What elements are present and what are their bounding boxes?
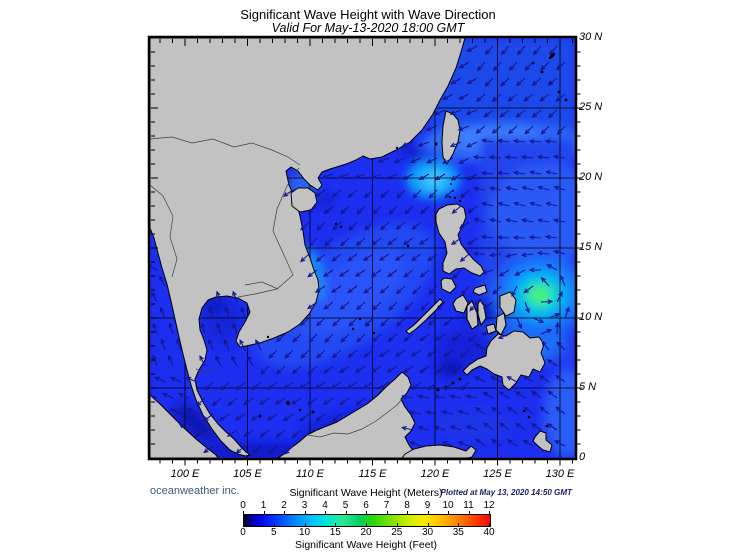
meters-tick-value: 9 [424,500,431,511]
meters-tick-mark [263,511,265,514]
feet-tick-mark [366,523,367,526]
lat-label: 20 N [579,171,603,183]
plotted-timestamp: Plotted at May 13, 2020 14:50 GMT [440,487,572,497]
lat-label: 10 N [579,311,603,323]
mainland-asia [150,38,466,457]
wave-map [147,35,583,466]
meters-tick-mark [448,511,449,514]
lon-label: 110 E [296,468,324,480]
feet-tick-value: 15 [329,527,341,538]
feet-tick-mark [489,523,490,526]
meters-tick-value: 0 [240,500,246,511]
lon-label: 105 E [233,468,262,480]
meters-tick-value: 12 [483,500,495,511]
meters-tick-mark [284,511,285,514]
meters-tick-value: 11 [463,500,474,511]
hainan [290,187,318,213]
meters-tick-mark [407,511,408,514]
feet-tick-value: 0 [240,527,246,538]
legend-colorbar [243,514,491,527]
meters-tick-mark [243,511,244,514]
meters-tick-value: 6 [363,500,369,511]
meters-tick-value: 7 [383,500,390,511]
feet-tick-mark [273,523,275,526]
meters-tick-mark [325,511,326,514]
page-title: Significant Wave Height with Wave Direct… [240,7,496,22]
sumatra [150,394,219,458]
lat-label: 15 N [579,241,603,253]
meters-tick-mark [489,511,490,514]
samar [499,291,517,317]
lon-label: 115 E [358,468,387,480]
meters-tick-mark [304,511,306,514]
meters-tick-value: 2 [281,500,287,511]
feet-tick-mark [427,523,429,526]
meters-tick-mark [345,511,347,514]
meters-tick-value: 3 [301,500,308,511]
meters-tick-value: 5 [342,500,349,511]
feet-tick-value: 30 [421,527,434,538]
lat-label: 5 N [579,381,597,393]
meters-tick-mark [386,511,388,514]
feet-tick-value: 40 [483,527,495,538]
meters-tick-value: 1 [260,500,267,511]
palawan [405,298,444,335]
feet-tick-value: 20 [360,527,372,538]
feet-tick-mark [335,523,337,526]
lon-label: 120 E [420,468,450,480]
meters-tick-value: 10 [442,500,454,511]
legend-feet-label: Significant Wave Height (Feet) [294,539,437,551]
bohol [485,323,497,335]
lon-label: 125 E [483,468,512,480]
negros [466,300,479,330]
lon-label: 100 E [170,468,200,480]
feet-tick-mark [243,523,244,526]
mindanao [462,330,546,391]
feet-tick-mark [304,523,306,526]
country-borders [150,136,404,438]
lon-label: 130 E [545,468,575,480]
masbate [472,284,488,296]
feet-tick-value: 35 [452,527,464,538]
panay [452,294,469,314]
legend-meters-label: Significant Wave Height (Meters) [289,487,443,499]
luzon [435,203,485,277]
feet-tick-mark [396,523,398,526]
oceanweather-credit: oceanweather inc. [150,485,240,497]
wave-direction-arrows [150,45,570,455]
halmahera [532,430,553,453]
feet-tick-value: 25 [391,527,403,538]
sulawesi [401,444,477,458]
lat-label: 30 N [579,31,603,43]
mindoro [440,277,457,294]
lat-label: 0 [579,451,586,463]
taiwan [441,110,461,165]
meters-tick-value: 4 [322,500,328,511]
meters-tick-mark [468,511,470,514]
leyte [495,312,507,336]
feet-tick-mark [458,523,460,526]
meters-tick-mark [366,511,367,514]
map-frame [147,35,578,461]
feet-tick-value: 5 [270,527,277,538]
land-masses [150,38,553,458]
valid-time-subtitle: Valid For May-13-2020 18:00 GMT [271,21,465,35]
meters-tick-value: 8 [404,500,410,511]
meters-tick-mark [427,511,429,514]
feet-tick-value: 10 [298,527,311,538]
cebu [477,299,487,326]
lat-label: 25 N [579,101,603,113]
degree-ticks [151,39,583,466]
borneo [277,371,416,458]
